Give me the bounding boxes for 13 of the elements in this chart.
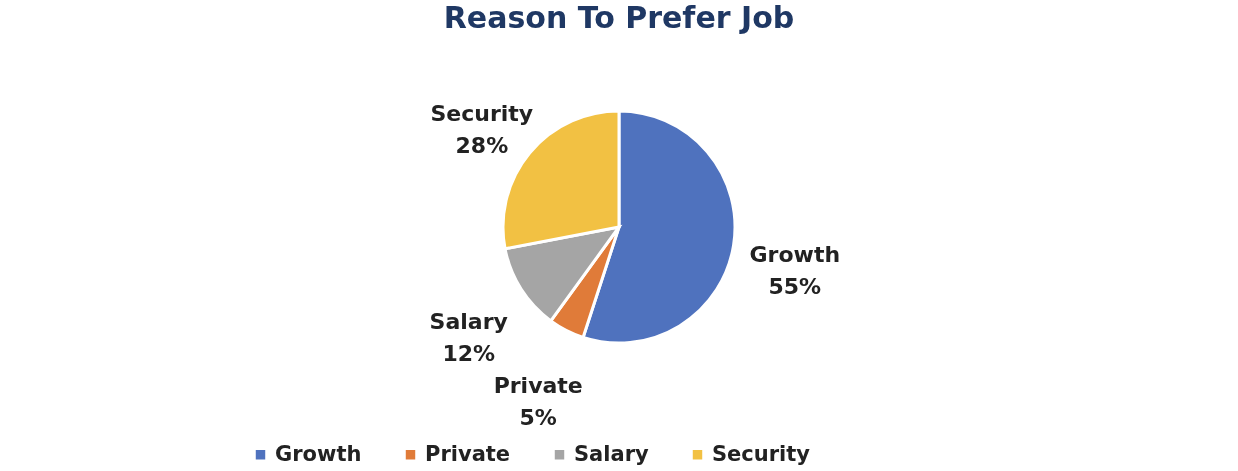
slice-label: Security (430, 100, 534, 126)
legend-label: Private (425, 441, 511, 466)
data-label: 12% (442, 341, 496, 367)
legend-label: Growth (275, 441, 362, 466)
chart-title: Reason To Prefer Job (443, 0, 795, 35)
slice-label: Private (493, 372, 583, 398)
data-label: 28% (455, 132, 509, 158)
legend-label: Salary (574, 441, 650, 466)
data-label: 55% (768, 273, 822, 299)
legend-label: Security (712, 441, 811, 466)
slice-label: Growth (749, 241, 841, 267)
data-label: 5% (519, 404, 557, 430)
slice-label: Salary (429, 309, 508, 335)
